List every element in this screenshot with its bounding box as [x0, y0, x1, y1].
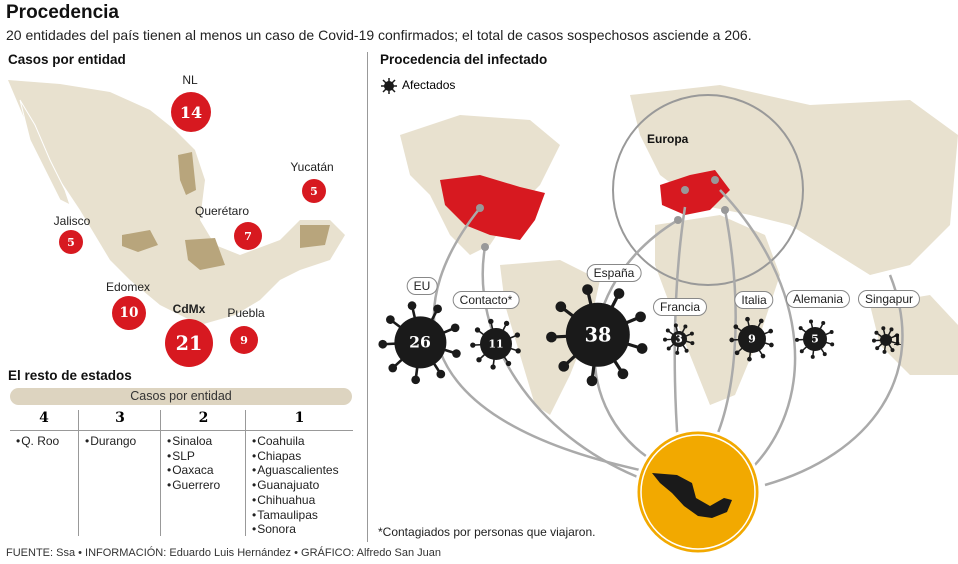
origin-label: España	[586, 264, 642, 282]
legend-label: Afectados	[402, 78, 456, 92]
eurasia-land	[630, 85, 958, 275]
state-label: Puebla	[227, 306, 265, 320]
left-heading: Casos por entidad	[8, 52, 126, 67]
origin-cases: 38	[584, 323, 612, 347]
origin-label: EU	[406, 277, 438, 295]
state-item: SLP	[167, 449, 246, 464]
virus-icon	[546, 284, 648, 387]
origin-label: Francia	[652, 298, 708, 316]
state-item: Sinaloa	[167, 434, 246, 449]
state-item: Chihuahua	[252, 493, 353, 508]
europe-label: Europa	[647, 132, 689, 146]
state-item: Durango	[85, 434, 161, 449]
state-label: Jalisco	[53, 214, 91, 228]
credits: FUENTE: Ssa • INFORMACIÓN: Eduardo Luis …	[6, 547, 442, 559]
state-cases-circle: 10	[112, 296, 146, 330]
state-item: Coahuila	[252, 434, 353, 449]
virus-icon	[795, 319, 835, 359]
yucatan-state	[300, 225, 330, 248]
state-cases-circle: 7	[234, 222, 262, 250]
state-item: Tamaulipas	[252, 508, 353, 523]
europe-circle	[612, 94, 804, 286]
state-item: Aguascalientes	[252, 463, 353, 478]
origin-cases: 9	[748, 332, 756, 346]
count-column: 3 Durango	[78, 410, 161, 536]
state-cases-circle: 5	[59, 230, 83, 254]
rest-heading: El resto de estados	[8, 368, 132, 383]
column-count: 3	[79, 410, 161, 431]
page-title: Procedencia	[6, 2, 119, 23]
central-states	[185, 238, 225, 270]
origin-label: Italia	[734, 291, 774, 309]
count-column: 1 CoahuilaChiapasAguascalientesGuanajuato…	[245, 410, 353, 536]
divider	[367, 52, 368, 542]
virus-icon	[470, 318, 521, 370]
virus-icon	[729, 316, 774, 362]
origin-label: Alemania	[785, 290, 851, 308]
mexico-destination	[634, 428, 762, 556]
origin-cases: 26	[409, 332, 431, 352]
virus-icon	[663, 323, 695, 355]
state-label: NL	[182, 73, 198, 87]
origin-cases: 11	[488, 337, 504, 351]
footnote: *Contagiados por personas que viajaron.	[378, 525, 596, 539]
mexico-land	[8, 80, 345, 325]
state-item: Guanajuato	[252, 478, 353, 493]
column-count: 4	[10, 410, 78, 431]
origin-cases: 1	[892, 331, 903, 349]
state-cases-circle: 9	[230, 326, 258, 354]
usa-highlight	[440, 175, 545, 240]
origin-label: Contacto*	[452, 291, 520, 309]
column-count: 1	[246, 410, 353, 431]
count-column: 2 SinaloaSLPOaxacaGuerrero	[160, 410, 246, 536]
mexico-map	[8, 80, 345, 325]
count-column: 4 Q. Roo	[10, 410, 78, 536]
origin-dots	[476, 176, 729, 251]
state-label: CdMx	[172, 302, 206, 316]
state-item: Sonora	[252, 522, 353, 537]
state-label: Edomex	[105, 280, 151, 294]
origin-label: Singapur	[857, 290, 921, 308]
jalisco-state	[122, 230, 158, 252]
state-cases-circle: 5	[302, 179, 326, 203]
state-item: Oaxaca	[167, 463, 246, 478]
table-band: Casos por entidad	[10, 388, 352, 405]
state-item: Chiapas	[252, 449, 353, 464]
mexico-circle	[634, 428, 762, 556]
state-item: Guerrero	[167, 478, 246, 493]
virus-icon	[872, 326, 900, 354]
origin-cases: 5	[811, 332, 819, 346]
virus-icon	[378, 300, 461, 384]
baja-california	[19, 99, 71, 206]
right-heading: Procedencia del infectado	[380, 52, 548, 67]
column-count: 2	[161, 410, 246, 431]
oceania-land	[870, 295, 958, 375]
state-cases-circle: 21	[165, 319, 213, 367]
state-cases-circle: 14	[171, 92, 211, 132]
origin-cases: 3	[675, 332, 683, 346]
nl-state	[178, 152, 196, 195]
virus-legend-icon	[381, 78, 397, 94]
world-map	[400, 85, 958, 487]
state-item: Q. Roo	[16, 434, 78, 449]
arrows	[432, 189, 904, 487]
state-label: Querétaro	[194, 204, 250, 218]
subtitle: 20 entidades del país tienen al menos un…	[6, 27, 752, 43]
mexico-silhouette-icon	[652, 473, 732, 518]
state-label: Yucatán	[290, 160, 334, 174]
